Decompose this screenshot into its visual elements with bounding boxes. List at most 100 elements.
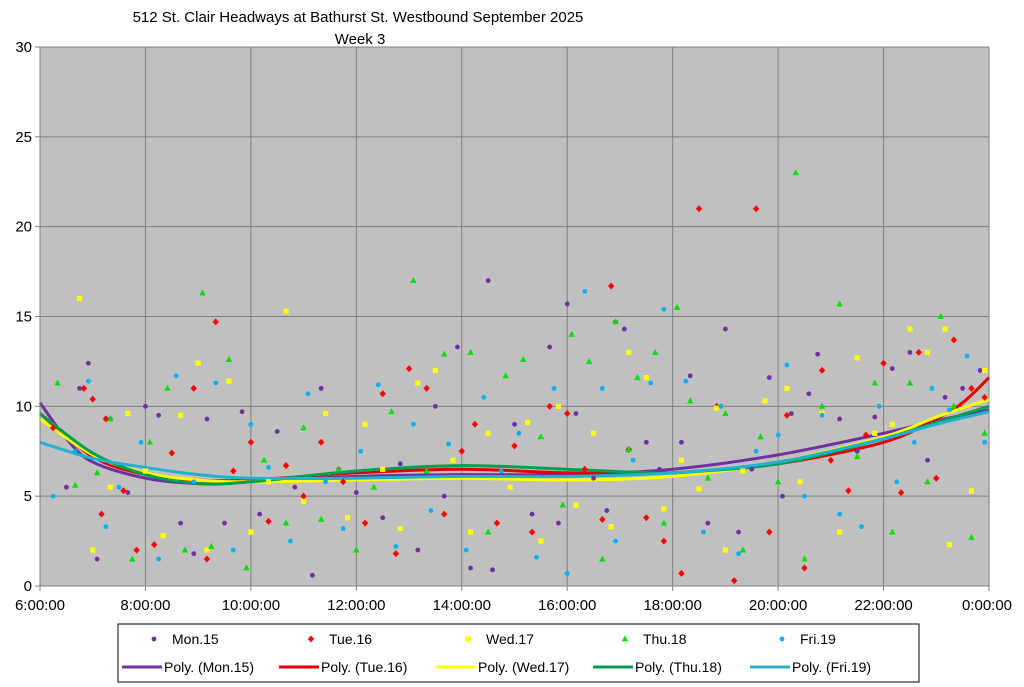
point-wed-17 [265, 479, 272, 485]
point-thu-18 [129, 555, 136, 562]
point-tue-16 [607, 282, 615, 290]
point-fri-19 [784, 362, 790, 368]
point-mon-15 [925, 457, 930, 463]
point-thu-18 [660, 519, 668, 526]
point-mon-15 [415, 547, 421, 553]
point-fri-19 [802, 493, 807, 499]
point-thu-18 [704, 474, 712, 481]
point-tue-16 [695, 205, 703, 213]
point-fri-19 [894, 479, 900, 485]
point-wed-17 [450, 457, 456, 463]
point-mon-15 [397, 461, 403, 467]
point-thu-18 [484, 528, 492, 535]
point-thu-18 [937, 312, 944, 319]
point-mon-15 [573, 411, 579, 416]
point-wed-17 [722, 547, 728, 553]
point-thu-18 [722, 409, 729, 416]
point-wed-17 [204, 547, 210, 553]
point-mon-15 [722, 326, 728, 332]
chart-subtitle: Week 3 [335, 31, 386, 48]
point-thu-18 [585, 357, 593, 364]
trendline-poly-fri-19- [39, 410, 990, 481]
point-fri-19 [534, 554, 539, 560]
point-mon-15 [564, 301, 570, 307]
point-fri-19 [718, 403, 724, 409]
point-fri-19 [859, 524, 864, 530]
point-thu-18 [836, 300, 843, 307]
point-wed-17 [538, 538, 544, 544]
point-mon-15 [960, 385, 966, 391]
point-mon-15 [591, 475, 596, 481]
point-mon-15 [657, 466, 662, 472]
point-fri-19 [428, 508, 434, 513]
point-tue-16 [950, 336, 958, 344]
point-fri-19 [753, 448, 759, 454]
x-tick-label: 18:00:00 [643, 597, 701, 614]
legend: Mon.15 Tue.16 Wed.17 Thu.18 Fri.19 Poly. (Mon… [117, 623, 920, 683]
point-tue-16 [471, 420, 479, 428]
point-thu-18 [774, 478, 782, 485]
point-fri-19 [411, 421, 416, 427]
point-mon-15 [643, 439, 649, 445]
point-mon-15 [977, 368, 983, 373]
point-wed-17 [907, 326, 913, 332]
point-tue-16 [862, 431, 870, 439]
point-fri-19 [701, 529, 706, 535]
legend-marker-mon-15 [151, 636, 157, 642]
point-thu-18 [801, 555, 808, 562]
x-tick-label: 12:00:00 [327, 597, 385, 614]
point-mon-15 [125, 490, 131, 495]
point-wed-17 [248, 529, 254, 535]
point-wed-17 [362, 421, 368, 427]
point-thu-18 [537, 433, 545, 440]
point-tue-16 [546, 402, 553, 410]
point-thu-18 [181, 546, 189, 553]
point-wed-17 [946, 542, 953, 548]
point-wed-17 [661, 506, 667, 512]
point-mon-15 [309, 572, 315, 578]
point-wed-17 [872, 430, 878, 436]
legend-label: Poly. (Fri.19) [792, 659, 871, 675]
point-fri-19 [213, 380, 219, 386]
point-wed-17 [590, 430, 597, 436]
legend-marker-fri-19 [779, 636, 785, 642]
point-thu-18 [335, 465, 342, 472]
y-tick-label: 10 [15, 398, 32, 415]
point-tue-16 [405, 365, 413, 373]
point-fri-19 [230, 547, 236, 553]
point-tue-16 [766, 528, 773, 536]
point-mon-15 [353, 490, 359, 495]
legend-marker-thu-18 [621, 635, 629, 642]
point-wed-17 [322, 410, 329, 417]
point-tue-16 [880, 359, 887, 367]
point-wed-17 [837, 529, 843, 535]
point-mon-15 [604, 508, 610, 513]
trendline-poly-mon-15- [38, 401, 990, 486]
point-wed-17 [344, 515, 351, 521]
point-wed-17 [90, 547, 96, 553]
point-tue-16 [599, 516, 606, 524]
point-wed-17 [160, 533, 166, 539]
point-mon-15 [942, 394, 948, 400]
y-tick-label: 5 [24, 488, 32, 505]
point-mon-15 [872, 414, 878, 420]
point-wed-17 [854, 355, 860, 361]
point-wed-17 [525, 419, 531, 426]
point-fri-19 [393, 544, 399, 549]
point-thu-18 [71, 481, 79, 488]
point-mon-15 [749, 466, 755, 472]
point-mon-15 [780, 493, 785, 499]
point-tue-16 [581, 465, 588, 473]
point-fri-19 [551, 385, 557, 391]
point-thu-18 [818, 402, 826, 409]
point-wed-17 [762, 398, 768, 404]
point-thu-18 [924, 478, 931, 485]
point-fri-19 [775, 432, 781, 438]
point-thu-18 [502, 372, 509, 379]
point-thu-18 [599, 555, 606, 562]
point-tue-16 [730, 577, 738, 585]
point-tue-16 [783, 411, 791, 419]
point-fri-19 [648, 380, 654, 386]
point-wed-17 [924, 349, 931, 356]
point-wed-17 [485, 430, 491, 436]
